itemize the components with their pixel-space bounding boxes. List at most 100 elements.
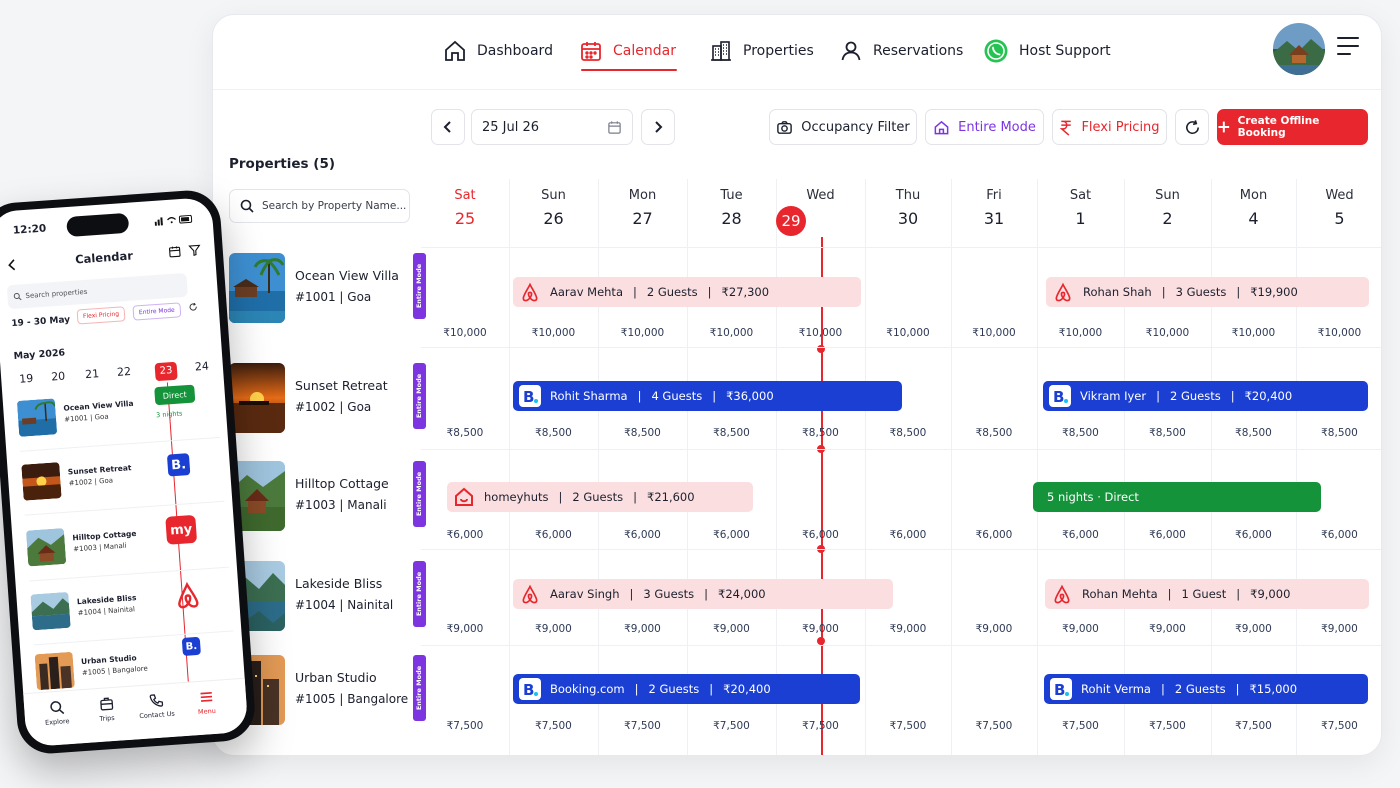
nightly-price[interactable]: ₹10,000 [798, 327, 843, 339]
prev-date-button[interactable] [431, 109, 465, 145]
nightly-price[interactable]: ₹7,500 [802, 720, 839, 732]
nightly-price[interactable]: ₹10,000 [1145, 327, 1190, 339]
day-header[interactable]: Mon 27 [598, 179, 687, 247]
tab-menu[interactable]: Menu [183, 688, 229, 717]
nightly-price[interactable]: ₹7,500 [975, 720, 1013, 732]
occupancy-filter-button[interactable]: Occupancy Filter [769, 109, 917, 145]
property-row-lakeside-bliss[interactable]: Lakeside Bliss #1004 | Nainital Entire M… [229, 561, 426, 651]
homeyhuts-booking-bar[interactable]: homeyhuts | 2 Guests | ₹21,600 [447, 482, 753, 512]
nav-reservations[interactable]: Reservations [839, 32, 963, 70]
mobile-property-hilltop-cottage[interactable]: Hilltop Cottage #1003 | Manali my [25, 509, 229, 583]
nightly-price[interactable]: ₹7,500 [535, 720, 572, 732]
day-20[interactable]: 20 [50, 369, 66, 384]
day-header[interactable]: Fri 31 [951, 179, 1037, 247]
mobile-search-input[interactable]: Search properties [6, 272, 188, 310]
nightly-price[interactable]: ₹8,500 [1149, 427, 1186, 439]
filter-icon[interactable] [188, 244, 201, 257]
date-range[interactable]: 19 - 30 May [11, 315, 71, 330]
nightly-price[interactable]: ₹6,000 [446, 529, 484, 541]
day-header[interactable]: Sat 1 [1037, 179, 1124, 247]
nightly-price[interactable]: ₹10,000 [531, 327, 576, 339]
nightly-price[interactable]: ₹7,500 [1321, 720, 1358, 732]
tab-contact-us[interactable]: Contact Us [134, 691, 180, 720]
nightly-price[interactable]: ₹6,000 [624, 529, 661, 541]
airbnb-booking-bar[interactable]: Aarav Mehta | 2 Guests | ₹27,300 [513, 277, 861, 307]
booking-booking-bar[interactable]: B Rohit Verma | 2 Guests | ₹15,000 [1044, 674, 1368, 704]
flexi-pricing-chip[interactable]: Flexi Pricing [76, 306, 126, 325]
nightly-price[interactable]: ₹8,500 [535, 427, 572, 439]
nightly-price[interactable]: ₹6,000 [1321, 529, 1358, 541]
nightly-price[interactable]: ₹8,500 [802, 427, 839, 439]
mobile-property-sunset-retreat[interactable]: Sunset Retreat #1002 | Goa B. [21, 443, 225, 517]
makemytrip-logo-icon[interactable]: my [165, 514, 198, 545]
day-header[interactable]: Wed 29 [776, 179, 865, 247]
day-19[interactable]: 19 [18, 371, 34, 386]
booking-booking-bar[interactable]: B Rohit Sharma | 4 Guests | ₹36,000 [513, 381, 902, 411]
entire-mode-button[interactable]: Entire Mode [925, 109, 1044, 145]
nightly-price[interactable]: ₹6,000 [889, 529, 927, 541]
nav-dashboard[interactable]: Dashboard [443, 32, 553, 70]
menu-icon[interactable] [1337, 37, 1361, 57]
nightly-price[interactable]: ₹6,000 [802, 529, 839, 541]
day-header[interactable]: Sun 2 [1124, 179, 1211, 247]
day-23-today[interactable]: 23 [154, 361, 178, 382]
nightly-price[interactable]: ₹7,500 [713, 720, 750, 732]
nightly-price[interactable]: ₹9,000 [1062, 623, 1099, 635]
booking-booking-bar[interactable]: B Booking.com | 2 Guests | ₹20,400 [513, 674, 860, 704]
nightly-price[interactable]: ₹8,500 [1235, 427, 1272, 439]
refresh-button[interactable] [1175, 109, 1209, 145]
day-header[interactable]: Mon 4 [1211, 179, 1296, 247]
nightly-price[interactable]: ₹9,000 [446, 623, 484, 635]
nightly-price[interactable]: ₹7,500 [1235, 720, 1272, 732]
nightly-price[interactable]: ₹6,000 [535, 529, 572, 541]
calendar-icon[interactable] [168, 245, 181, 258]
nightly-price[interactable]: ₹9,000 [1235, 623, 1272, 635]
direct-booking-bar[interactable]: 5 nights · Direct [1033, 482, 1321, 512]
airbnb-logo-icon[interactable] [174, 581, 202, 611]
nightly-price[interactable]: ₹8,500 [1321, 427, 1358, 439]
tab-trips[interactable]: Trips [84, 695, 130, 724]
property-row-sunset-retreat[interactable]: Sunset Retreat #1002 | Goa Entire Mode [229, 363, 426, 453]
nightly-price[interactable]: ₹7,500 [889, 720, 927, 732]
mobile-property-ocean-view-villa[interactable]: Ocean View Villa #1001 | Goa Direct 3 ni… [16, 379, 220, 453]
user-avatar[interactable] [1273, 23, 1325, 75]
nightly-price[interactable]: ₹9,000 [1321, 623, 1358, 635]
nightly-price[interactable]: ₹6,000 [1235, 529, 1272, 541]
nightly-price[interactable]: ₹7,500 [1062, 720, 1099, 732]
airbnb-booking-bar[interactable]: Rohan Mehta | 1 Guest | ₹9,000 [1045, 579, 1369, 609]
tab-explore[interactable]: Explore [34, 698, 80, 727]
day-21[interactable]: 21 [84, 367, 100, 382]
nightly-price[interactable]: ₹8,500 [713, 427, 750, 439]
nav-host-support[interactable]: Host Support [983, 32, 1111, 70]
nightly-price[interactable]: ₹8,500 [624, 427, 661, 439]
day-header[interactable]: Tue 28 [687, 179, 776, 247]
property-row-hilltop-cottage[interactable]: Hilltop Cottage #1003 | Manali Entire Mo… [229, 461, 426, 551]
nightly-price[interactable]: ₹7,500 [1149, 720, 1186, 732]
nightly-price[interactable]: ₹10,000 [1058, 327, 1103, 339]
nightly-price[interactable]: ₹6,000 [1149, 529, 1186, 541]
flexi-pricing-button[interactable]: Flexi Pricing [1052, 109, 1167, 145]
mobile-property-urban-studio[interactable]: Urban Studio #1005 | Bangalore B. [34, 632, 238, 706]
nightly-price[interactable]: ₹10,000 [972, 327, 1016, 339]
create-offline-booking-button[interactable]: Create Offline Booking [1217, 109, 1368, 145]
entire-mode-chip[interactable]: Entire Mode [132, 302, 182, 321]
day-header[interactable]: Sun 26 [509, 179, 598, 247]
day-22[interactable]: 22 [116, 364, 132, 379]
nightly-price[interactable]: ₹9,000 [1149, 623, 1186, 635]
day-header[interactable]: Wed 5 [1296, 179, 1381, 247]
nightly-price[interactable]: ₹8,500 [889, 427, 927, 439]
direct-booking-badge[interactable]: Direct [154, 384, 196, 406]
nav-properties[interactable]: Properties [709, 32, 814, 70]
day-header[interactable]: Sat 25 [421, 179, 509, 247]
nightly-price[interactable]: ₹10,000 [1231, 327, 1276, 339]
booking-com-logo-icon[interactable]: B. [166, 453, 191, 477]
nightly-price[interactable]: ₹8,500 [446, 427, 484, 439]
nightly-price[interactable]: ₹6,000 [975, 529, 1013, 541]
nightly-price[interactable]: ₹9,000 [802, 623, 839, 635]
nightly-price[interactable]: ₹10,000 [1317, 327, 1362, 339]
next-date-button[interactable] [641, 109, 675, 145]
airbnb-booking-bar[interactable]: Rohan Shah | 3 Guests | ₹19,900 [1046, 277, 1369, 307]
nightly-price[interactable]: ₹8,500 [1062, 427, 1099, 439]
refresh-icon[interactable] [188, 302, 198, 312]
booking-booking-bar[interactable]: B Vikram Iyer | 2 Guests | ₹20,400 [1043, 381, 1368, 411]
